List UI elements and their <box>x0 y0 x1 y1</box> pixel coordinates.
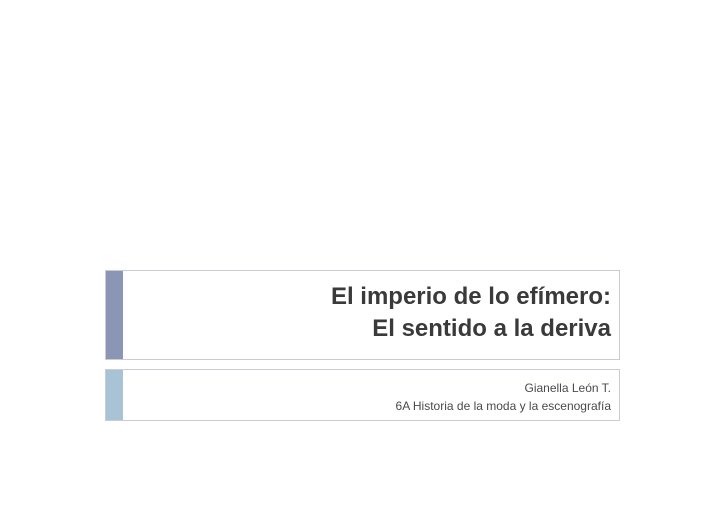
subtitle-placeholder[interactable]: Gianella León T. 6A Historia de la moda … <box>105 369 620 421</box>
title-line-1: El imperio de lo efímero: <box>330 283 611 310</box>
author-name: Gianella León T. <box>524 381 611 395</box>
title-placeholder[interactable]: El imperio de lo efímero: El sentido a l… <box>105 270 620 360</box>
title-accent-bar <box>106 271 123 359</box>
subtitle-accent-bar <box>106 370 123 420</box>
slide-subtitle: Gianella León T. 6A Historia de la moda … <box>396 379 611 415</box>
course-name: 6A Historia de la moda y la escenografía <box>395 399 611 413</box>
title-line-2: El sentido a la deriva <box>372 315 611 342</box>
slide-title: El imperio de lo efímero: El sentido a l… <box>331 281 611 345</box>
